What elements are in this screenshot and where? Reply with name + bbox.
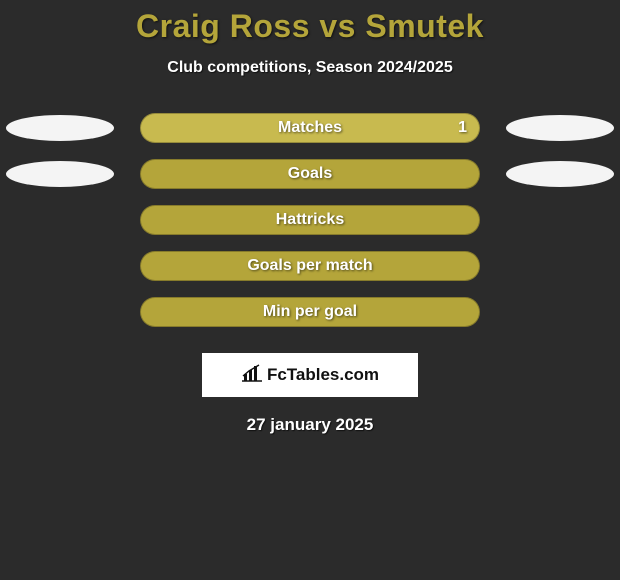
logo: FcTables.com	[241, 364, 379, 387]
bar-label: Min per goal	[263, 303, 357, 321]
bar-label: Matches	[278, 119, 342, 137]
date-label: 27 january 2025	[0, 415, 620, 435]
stat-bar: Matches 1	[140, 113, 480, 143]
comparison-chart: Matches 1 Goals Hattricks Goals per matc…	[0, 105, 620, 335]
bar-label: Goals	[288, 165, 332, 183]
chart-row: Hattricks	[0, 197, 620, 243]
subtitle: Club competitions, Season 2024/2025	[0, 59, 620, 77]
left-ellipse	[6, 115, 114, 141]
bar-label: Hattricks	[276, 211, 344, 229]
logo-text: FcTables.com	[267, 365, 379, 385]
chart-row: Goals per match	[0, 243, 620, 289]
stat-bar: Min per goal	[140, 297, 480, 327]
right-ellipse	[506, 161, 614, 187]
stat-bar: Goals	[140, 159, 480, 189]
right-ellipse	[506, 115, 614, 141]
stat-bar: Goals per match	[140, 251, 480, 281]
bar-label: Goals per match	[247, 257, 372, 275]
bars-icon	[241, 364, 263, 387]
bar-value-right: 1	[458, 119, 467, 137]
stat-bar: Hattricks	[140, 205, 480, 235]
chart-row: Min per goal	[0, 289, 620, 335]
left-ellipse	[6, 161, 114, 187]
chart-row: Goals	[0, 151, 620, 197]
logo-box: FcTables.com	[202, 353, 418, 397]
page-title: Craig Ross vs Smutek	[0, 0, 620, 45]
chart-row: Matches 1	[0, 105, 620, 151]
